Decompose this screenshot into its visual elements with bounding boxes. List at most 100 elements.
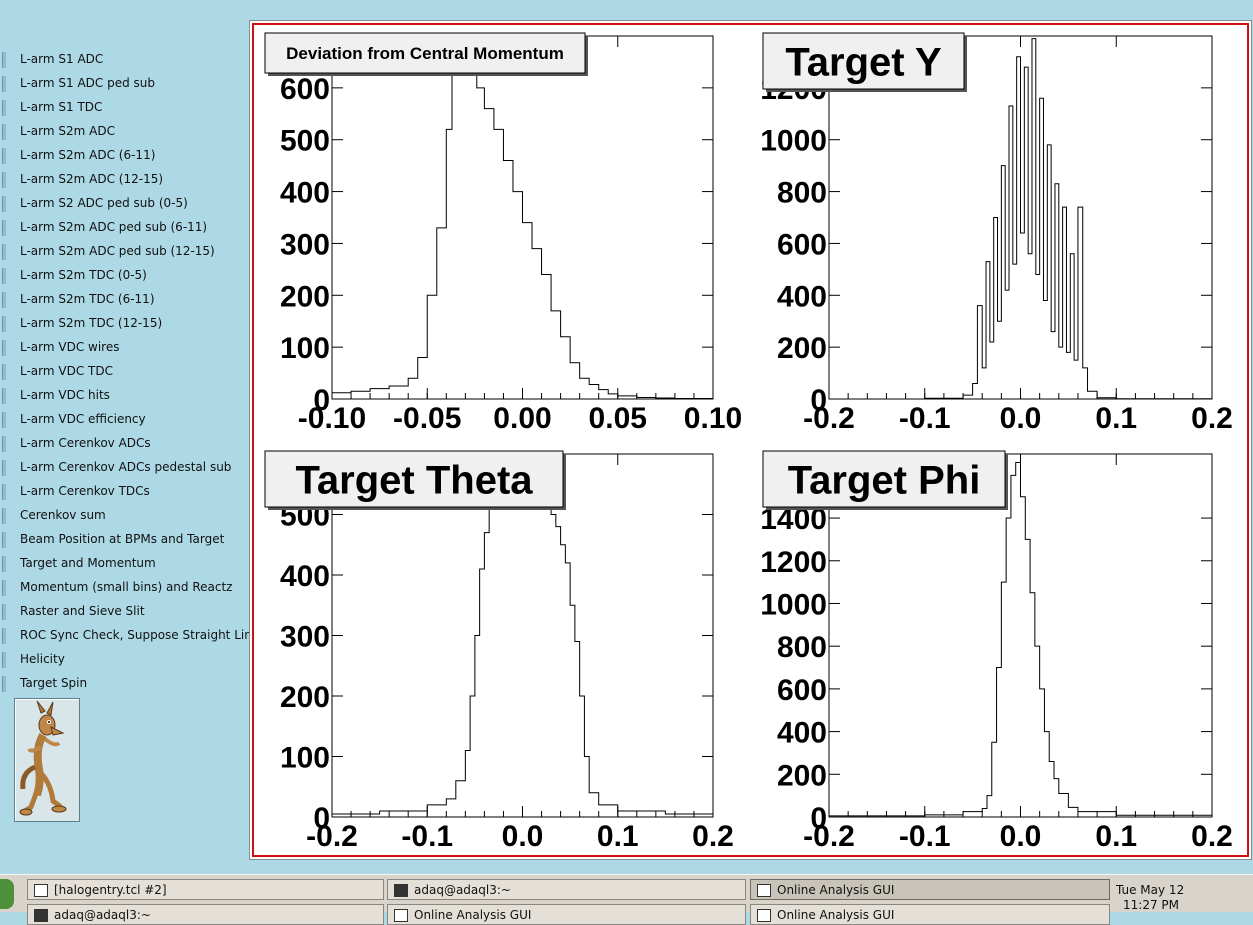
histogram-list-item[interactable]: L-arm VDC hits: [0, 384, 255, 408]
x-tick-label: -0.1: [899, 402, 951, 435]
histogram-list-item[interactable]: Target and Momentum: [0, 552, 255, 576]
coyote-icon: [19, 700, 67, 816]
histogram-pad: -0.2 -0.1 0.0 0.1 0.20100200300400500Target …: [264, 450, 734, 853]
histogram-list-item[interactable]: L-arm S2m ADC (6-11): [0, 144, 255, 168]
y-tick-label: 100: [280, 742, 330, 775]
y-tick-label: 100: [280, 332, 330, 365]
y-tick-label: 200: [777, 759, 827, 792]
y-tick-label: 1000: [760, 588, 827, 621]
histogram-list-item[interactable]: L-arm VDC TDC: [0, 360, 255, 384]
histogram-list-item[interactable]: L-arm S2m ADC ped sub (6-11): [0, 216, 255, 240]
x-tick-label: 0.0: [1000, 402, 1042, 435]
histogram-list-item[interactable]: L-arm S2m ADC: [0, 120, 255, 144]
x-tick-label: 0.00: [493, 402, 551, 435]
y-tick-label: 200: [777, 332, 827, 365]
histogram-line: [331, 35, 714, 399]
histogram-title: Deviation from Central Momentum: [286, 44, 564, 63]
x-tick-label: -0.1: [899, 820, 951, 853]
task-online-analysis-gui[interactable]: Online Analysis GUI: [750, 879, 1110, 900]
y-tick-label: 200: [280, 280, 330, 313]
histogram-title: Target Theta: [295, 458, 533, 502]
y-tick-label: 1000: [760, 125, 827, 158]
root-canvas[interactable]: -0.10 -0.05 0.00 0.05 0.10 0 100 200 300 400 500 60…: [249, 20, 1252, 860]
y-tick-label: 400: [777, 717, 827, 750]
y-tick-label: 400: [777, 280, 827, 313]
task-label: [halogentry.tcl #2]: [54, 883, 167, 897]
histogram-list-item[interactable]: Cerenkov sum: [0, 504, 255, 528]
histogram-list-item[interactable]: L-arm VDC efficiency: [0, 408, 255, 432]
clock: Tue May 12 11:27 PM: [1116, 883, 1184, 913]
window-icon: [34, 884, 48, 897]
y-tick-label: 200: [280, 681, 330, 714]
x-tick-label: -0.05: [393, 402, 461, 435]
x-tick-label: -0.10: [298, 402, 366, 435]
histogram-list-item[interactable]: L-arm S2 ADC ped sub (0-5): [0, 192, 255, 216]
histogram-list-item[interactable]: L-arm S2m TDC (12-15): [0, 312, 255, 336]
histogram-list-item[interactable]: L-arm S2m TDC (0-5): [0, 264, 255, 288]
histogram-list-item[interactable]: L-arm VDC wires: [0, 336, 255, 360]
task-label: Online Analysis GUI: [414, 908, 532, 922]
histogram-list-item[interactable]: Beam Position at BPMs and Target: [0, 528, 255, 552]
y-tick-label: 300: [280, 621, 330, 654]
histogram-canvas: -0.10 -0.05 0.00 0.05 0.10010020030040050060…: [264, 32, 1233, 853]
coyote-logo[interactable]: [14, 698, 80, 822]
histogram-list-item[interactable]: Helicity: [0, 648, 255, 672]
title-box: [264, 450, 564, 508]
histogram-list: L-arm S1 ADC L-arm S1 ADC ped sub L-arm S1…: [0, 48, 265, 696]
title-box: [264, 32, 586, 74]
histogram-list-item[interactable]: Target Spin: [0, 672, 255, 696]
y-tick-label: 400: [280, 177, 330, 210]
x-tick-label: -0.2: [306, 820, 358, 853]
histogram-list-item[interactable]: L-arm S2m ADC (12-15): [0, 168, 255, 192]
histogram-list-item[interactable]: L-arm S1 TDC: [0, 96, 255, 120]
y-tick-label: 1200: [760, 546, 827, 579]
histogram-list-item[interactable]: ROC Sync Check, Suppose Straight Lines: [0, 624, 265, 648]
histogram-list-item[interactable]: L-arm S2m ADC ped sub (12-15): [0, 240, 255, 264]
y-tick-label: 400: [280, 560, 330, 593]
x-tick-label: -0.1: [401, 820, 453, 853]
terminal-icon: [394, 884, 408, 897]
x-tick-label: 0.1: [1095, 402, 1137, 435]
task-terminal[interactable]: adaq@adaql3:~: [387, 879, 746, 900]
histogram-list-item[interactable]: L-arm Cerenkov TDCs: [0, 480, 255, 504]
histogram-line: [828, 462, 1213, 817]
y-tick-label: 600: [280, 73, 330, 106]
histogram-list-item[interactable]: L-arm S1 ADC: [0, 48, 255, 72]
x-tick-label: 0.0: [1000, 820, 1042, 853]
histogram-list-item[interactable]: Momentum (small bins) and Reactz: [0, 576, 255, 600]
x-tick-label: 0.1: [1095, 820, 1137, 853]
y-tick-label: 0: [313, 802, 330, 835]
task-label: Online Analysis GUI: [777, 883, 895, 897]
y-tick-label: 600: [777, 228, 827, 261]
taskbar: [halogentry.tcl #2] adaq@adaql3:~ Online…: [0, 874, 1253, 925]
y-tick-label: 300: [280, 228, 330, 261]
histogram-list-item[interactable]: L-arm S1 ADC ped sub: [0, 72, 255, 96]
y-tick-label: 0: [810, 802, 827, 835]
histogram-list-item[interactable]: L-arm S2m TDC (6-11): [0, 288, 255, 312]
canvas-selection-border: [252, 23, 1249, 857]
window-icon: [757, 884, 771, 897]
task-halogentry[interactable]: [halogentry.tcl #2]: [27, 879, 384, 900]
task-online-analysis-gui-2[interactable]: Online Analysis GUI: [387, 904, 746, 925]
y-tick-label: 500: [280, 125, 330, 158]
title-box: [762, 450, 1006, 508]
histogram-list-item[interactable]: L-arm Cerenkov ADCs: [0, 432, 255, 456]
histogram-pad: -0.10 -0.05 0.00 0.05 0.10 0 100 200 300 400 500 60…: [264, 32, 742, 435]
histogram-list-item[interactable]: Raster and Sieve Slit: [0, 600, 255, 624]
histogram-list-item[interactable]: L-arm Cerenkov ADCs pedestal sub: [0, 456, 255, 480]
clock-date: Tue May 12: [1116, 883, 1185, 897]
x-tick-label: 0.2: [692, 820, 734, 853]
task-terminal-2[interactable]: adaq@adaql3:~: [27, 904, 384, 925]
task-online-analysis-gui-3[interactable]: Online Analysis GUI: [750, 904, 1110, 925]
x-tick-label: -0.2: [803, 402, 855, 435]
histogram-line: [829, 38, 1213, 400]
y-tick-label: 800: [777, 631, 827, 664]
y-tick-label: 0: [313, 384, 330, 417]
x-tick-label: 0.0: [502, 820, 544, 853]
x-tick-label: 0.05: [589, 402, 647, 435]
x-tick-label: 0.2: [1191, 820, 1233, 853]
x-tick-label: 0.10: [684, 402, 742, 435]
histogram-title: Target Y: [785, 40, 942, 84]
task-label: adaq@adaql3:~: [54, 908, 151, 922]
start-menu-icon[interactable]: [0, 879, 14, 909]
